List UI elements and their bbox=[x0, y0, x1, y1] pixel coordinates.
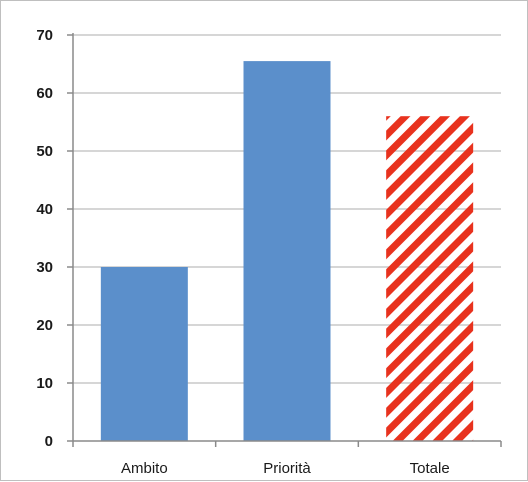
y-tick-label: 10 bbox=[36, 375, 53, 392]
y-tick-label: 60 bbox=[36, 85, 53, 102]
y-tick-label: 50 bbox=[36, 143, 53, 160]
x-tick-label: Ambito bbox=[121, 460, 168, 477]
y-tick-label: 20 bbox=[36, 317, 53, 334]
y-tick-label: 40 bbox=[36, 201, 53, 218]
x-tick-labels: Ambito Priorità Totale bbox=[121, 460, 450, 477]
x-tick-label: Priorità bbox=[263, 460, 311, 477]
y-tick-labels: 0 10 20 30 40 50 60 70 bbox=[36, 27, 53, 450]
bar-totale bbox=[386, 116, 474, 441]
axes bbox=[67, 33, 502, 447]
y-tick-label: 0 bbox=[45, 433, 53, 450]
x-tick-label: Totale bbox=[410, 460, 450, 477]
bars bbox=[100, 61, 474, 441]
y-tick-label: 30 bbox=[36, 259, 53, 276]
y-tick-label: 70 bbox=[36, 27, 53, 44]
bar-priorità bbox=[243, 61, 331, 441]
bar-ambito bbox=[100, 267, 188, 441]
